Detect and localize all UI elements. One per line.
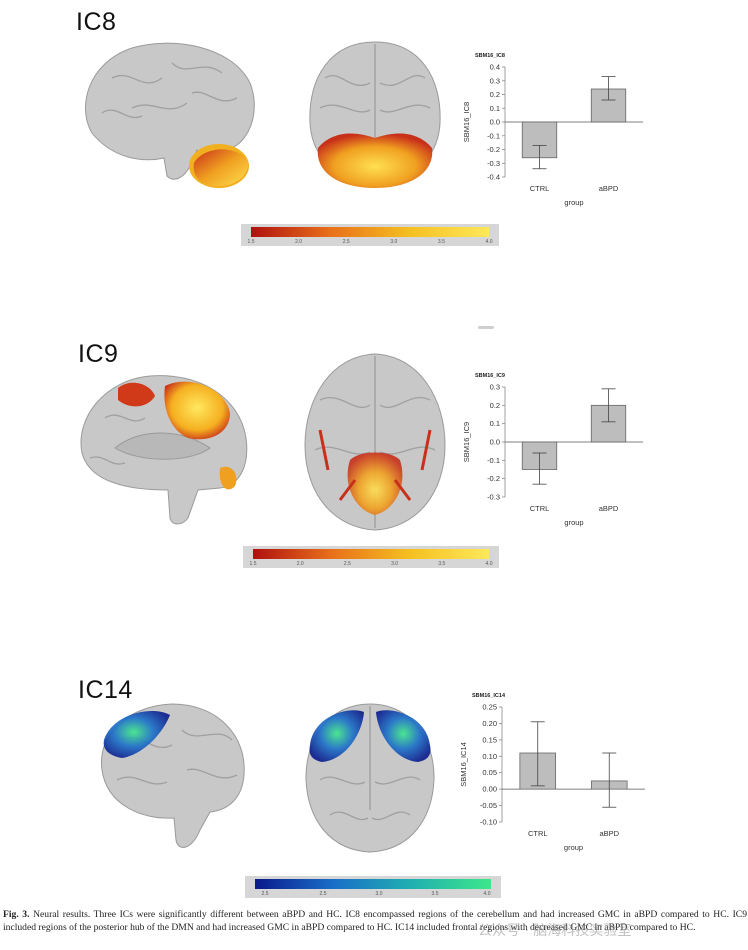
y-tick-label: -0.3 bbox=[487, 159, 500, 168]
colorbar-tick: 3.0 bbox=[375, 891, 383, 897]
chart-title: SBM16_IC14 bbox=[472, 693, 506, 699]
y-tick-label: 0.3 bbox=[490, 383, 500, 392]
brain-frontal-view-ic14 bbox=[305, 703, 435, 853]
colorbar-gradient bbox=[255, 879, 491, 889]
figure-caption-label: Fig. 3. bbox=[3, 909, 30, 920]
panel-label-ic14: IC14 bbox=[78, 676, 133, 704]
y-tick-label: 0.4 bbox=[490, 63, 500, 72]
figure-caption: Fig. 3. Neural results. Three ICs were s… bbox=[3, 908, 747, 934]
watermark: 公众号 · 脑海科技实验室 bbox=[478, 923, 632, 939]
y-tick-label: 0.25 bbox=[482, 703, 497, 712]
y-tick-label: -0.05 bbox=[480, 801, 497, 810]
bar-chart-ic9: SBM16_IC9 -0.3 -0.2 -0.1 0.0 0.1 0.2 0.3 SBM16_I… bbox=[462, 373, 643, 527]
brain-posterior-view-ic8 bbox=[309, 41, 441, 188]
panel-label-ic8: IC8 bbox=[76, 8, 117, 36]
y-tick-label: 0.10 bbox=[482, 752, 497, 761]
y-tick-label: 0.20 bbox=[482, 719, 497, 728]
y-tick-label: 0.2 bbox=[490, 90, 500, 99]
colorbar-tick: 3.0 bbox=[391, 561, 399, 567]
colorbar-ic9: 1.5 2.0 2.5 3.0 3.5 4.0 bbox=[243, 546, 499, 568]
colorbar-tick: 2.0 bbox=[296, 561, 304, 567]
y-tick-label: 0.00 bbox=[482, 785, 497, 794]
x-tick-label: aBPD bbox=[599, 829, 619, 838]
colorbar-ic8: 1.5 2.0 2.5 3.0 3.5 4.0 bbox=[241, 224, 499, 246]
brain-lateral-view-ic8 bbox=[85, 42, 255, 188]
y-axis-label: SBM16_IC8 bbox=[462, 102, 471, 142]
y-tick-label: -0.1 bbox=[487, 456, 500, 465]
colorbar-tick: 4.0 bbox=[485, 239, 493, 245]
bar-chart-ic8: SBM16_IC8 -0.4 -0.3 -0.2 -0.1 0.0 0.1 0.2 0.3 0.4… bbox=[462, 53, 643, 207]
colorbar-tick: 2.5 bbox=[261, 891, 269, 897]
y-tick-label: -0.10 bbox=[480, 818, 497, 827]
colorbar-tick: 1.5 bbox=[249, 561, 257, 567]
x-tick-label: CTRL bbox=[530, 184, 550, 193]
brain-dorsal-view-ic9 bbox=[304, 353, 446, 531]
y-axis-label: SBM16_IC14 bbox=[459, 742, 468, 787]
y-tick-label: 0.0 bbox=[490, 438, 500, 447]
y-tick-label: 0.3 bbox=[490, 76, 500, 85]
colorbar-tick: 3.5 bbox=[437, 239, 445, 245]
chart-title: SBM16_IC8 bbox=[475, 53, 505, 59]
x-tick-label: CTRL bbox=[530, 504, 550, 513]
colorbar-tick: 1.5 bbox=[247, 239, 255, 245]
colorbar-tick: 2.0 bbox=[295, 239, 303, 245]
figure-caption-text: Neural results. Three ICs were significa… bbox=[3, 909, 747, 933]
x-axis-label: group bbox=[564, 198, 583, 207]
y-tick-label: -0.3 bbox=[487, 493, 500, 502]
y-tick-label: -0.4 bbox=[487, 173, 500, 182]
x-axis-label: group bbox=[564, 843, 583, 852]
colorbar-tick: 2.5 bbox=[342, 239, 350, 245]
y-tick-label: -0.2 bbox=[487, 474, 500, 483]
colorbar-tick: 4.0 bbox=[483, 891, 491, 897]
bar-chart-ic14: SBM16_IC14 -0.10 -0.05 0.00 0.05 0.10 0.15 0.20… bbox=[459, 693, 645, 852]
scan-artifact bbox=[478, 326, 494, 329]
colorbar-gradient bbox=[251, 227, 489, 237]
colorbar-ic14: 2.5 2.5 3.0 3.5 4.0 bbox=[245, 876, 501, 898]
y-tick-label: -0.1 bbox=[487, 131, 500, 140]
x-tick-label: CTRL bbox=[528, 829, 548, 838]
brain-lateral-view-ic14 bbox=[100, 703, 245, 848]
y-tick-label: 0.0 bbox=[490, 118, 500, 127]
brain-medial-view-ic9 bbox=[80, 375, 248, 525]
colorbar-tick: 3.0 bbox=[390, 239, 398, 245]
y-tick-label: 0.05 bbox=[482, 768, 497, 777]
y-tick-label: 0.1 bbox=[490, 419, 500, 428]
colorbar-tick: 2.5 bbox=[319, 891, 327, 897]
y-tick-label: -0.2 bbox=[487, 145, 500, 154]
y-axis-label: SBM16_IC9 bbox=[462, 422, 471, 462]
y-tick-label: 0.2 bbox=[490, 401, 500, 410]
colorbar-tick: 4.0 bbox=[485, 561, 493, 567]
y-tick-label: 0.1 bbox=[490, 104, 500, 113]
chart-title: SBM16_IC9 bbox=[475, 373, 505, 379]
panel-label-ic9: IC9 bbox=[78, 340, 119, 368]
colorbar-tick: 3.5 bbox=[438, 561, 446, 567]
x-tick-label: aBPD bbox=[599, 504, 619, 513]
colorbar-tick: 2.5 bbox=[343, 561, 351, 567]
colorbar-gradient bbox=[253, 549, 489, 559]
y-tick-label: 0.15 bbox=[482, 735, 497, 744]
x-axis-label: group bbox=[564, 518, 583, 527]
x-tick-label: aBPD bbox=[599, 184, 619, 193]
colorbar-tick: 3.5 bbox=[431, 891, 439, 897]
